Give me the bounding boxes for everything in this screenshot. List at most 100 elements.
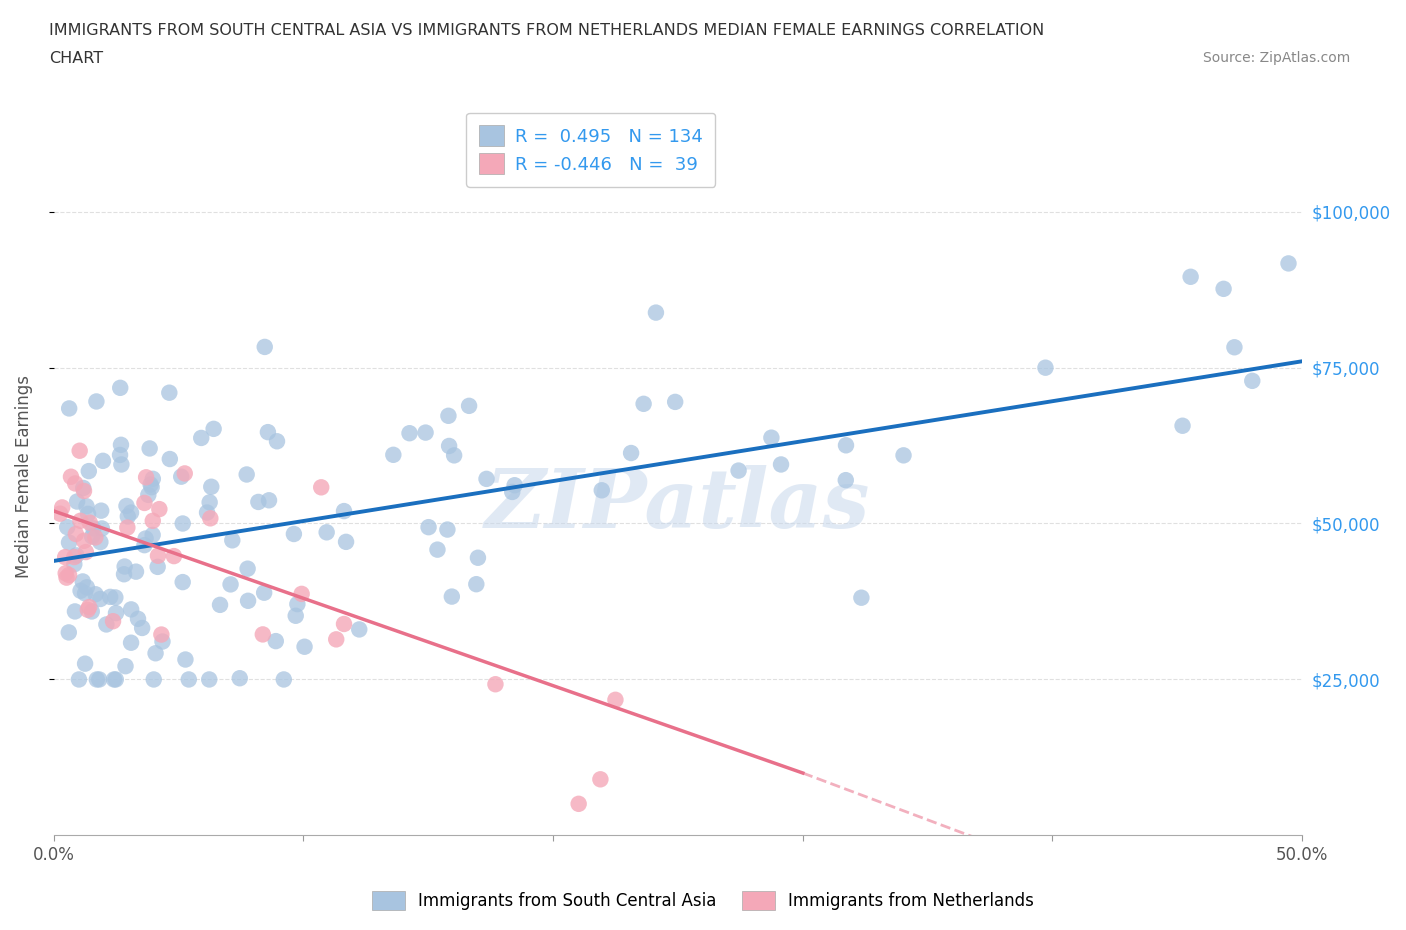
- Point: [112, 566, 135, 581]
- Point: [69, 513, 91, 528]
- Point: [59, 470, 82, 485]
- Y-axis label: Median Female Earnings: Median Female Earnings: [15, 375, 32, 578]
- Point: [443, 448, 465, 463]
- Point: [177, 672, 200, 687]
- Point: [325, 631, 347, 646]
- Point: [349, 622, 371, 637]
- Point: [114, 658, 136, 673]
- Point: [1241, 374, 1264, 389]
- Point: [51, 500, 73, 515]
- Point: [1180, 270, 1202, 285]
- Point: [65, 548, 87, 563]
- Text: Source: ZipAtlas.com: Source: ZipAtlas.com: [1202, 51, 1350, 65]
- Point: [49, 506, 72, 521]
- Point: [138, 441, 160, 456]
- Legend: R =  0.495   N = 134, R = -0.446   N =  39: R = 0.495 N = 134, R = -0.446 N = 39: [465, 113, 716, 187]
- Point: [1277, 256, 1299, 271]
- Point: [110, 457, 132, 472]
- Point: [117, 509, 139, 524]
- Point: [437, 439, 460, 454]
- Point: [82, 529, 104, 544]
- Point: [86, 394, 108, 409]
- Point: [148, 501, 170, 516]
- Point: [465, 577, 488, 591]
- Point: [333, 504, 356, 519]
- Point: [291, 587, 314, 602]
- Point: [127, 611, 149, 626]
- Point: [284, 608, 307, 623]
- Point: [77, 600, 100, 615]
- Text: CHART: CHART: [49, 51, 103, 66]
- Point: [72, 574, 94, 589]
- Point: [141, 480, 163, 495]
- Point: [467, 551, 489, 565]
- Point: [727, 463, 749, 478]
- Point: [53, 550, 76, 565]
- Point: [458, 398, 481, 413]
- Point: [229, 671, 252, 685]
- Point: [198, 495, 221, 510]
- Point: [163, 549, 186, 564]
- Point: [172, 575, 194, 590]
- Point: [835, 438, 858, 453]
- Point: [208, 597, 231, 612]
- Point: [605, 692, 627, 707]
- Point: [851, 591, 873, 605]
- Point: [96, 617, 118, 631]
- Point: [150, 627, 173, 642]
- Point: [86, 672, 108, 687]
- Point: [84, 587, 107, 602]
- Point: [134, 538, 156, 552]
- Point: [120, 505, 142, 520]
- Point: [287, 597, 309, 612]
- Point: [82, 521, 104, 536]
- Point: [139, 477, 162, 492]
- Point: [333, 617, 356, 631]
- Point: [283, 526, 305, 541]
- Point: [136, 487, 159, 502]
- Point: [91, 454, 114, 469]
- Point: [98, 590, 121, 604]
- Point: [135, 531, 157, 546]
- Point: [80, 604, 103, 618]
- Point: [236, 593, 259, 608]
- Point: [415, 425, 437, 440]
- Point: [76, 498, 98, 513]
- Point: [591, 483, 613, 498]
- Point: [315, 525, 337, 539]
- Point: [235, 467, 257, 482]
- Point: [253, 585, 276, 600]
- Point: [252, 627, 274, 642]
- Point: [382, 447, 405, 462]
- Point: [108, 447, 131, 462]
- Point: [1223, 339, 1246, 354]
- Point: [79, 515, 101, 530]
- Point: [134, 496, 156, 511]
- Point: [104, 590, 127, 604]
- Point: [398, 426, 420, 441]
- Point: [75, 657, 97, 671]
- Point: [200, 511, 222, 525]
- Point: [67, 672, 90, 687]
- Point: [145, 645, 167, 660]
- Point: [131, 620, 153, 635]
- Point: [190, 431, 212, 445]
- Point: [76, 603, 98, 618]
- Point: [761, 431, 783, 445]
- Point: [501, 485, 523, 499]
- Point: [73, 534, 96, 549]
- Point: [664, 394, 686, 409]
- Point: [257, 493, 280, 508]
- Point: [221, 533, 243, 548]
- Point: [152, 634, 174, 649]
- Point: [58, 567, 80, 582]
- Point: [72, 481, 94, 496]
- Point: [1212, 282, 1234, 297]
- Point: [89, 672, 111, 687]
- Point: [170, 470, 193, 485]
- Point: [66, 494, 89, 509]
- Point: [58, 535, 80, 550]
- Point: [146, 549, 169, 564]
- Point: [55, 565, 77, 580]
- Point: [77, 464, 100, 479]
